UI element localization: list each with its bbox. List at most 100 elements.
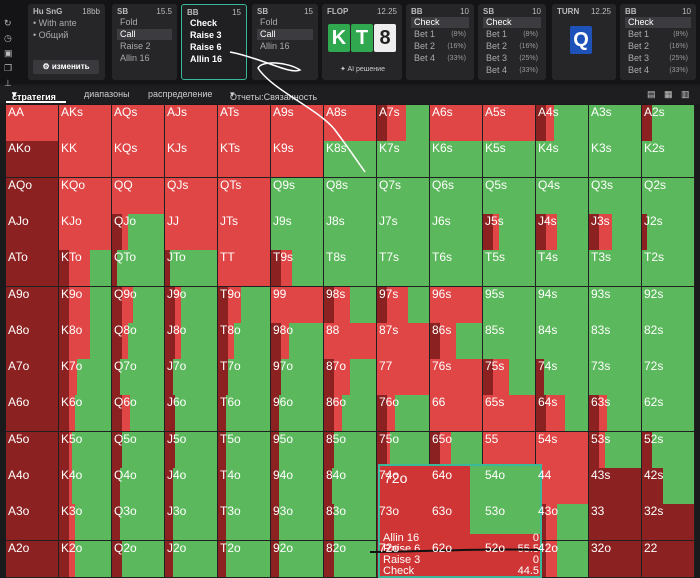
hand-cell[interactable]: KJo — [59, 213, 112, 251]
action-item[interactable]: Bet 4 (33%) — [486, 65, 538, 75]
turn-panel[interactable]: TURN 12.25 Q — [552, 4, 616, 80]
hand-cell[interactable]: K3o — [59, 504, 112, 542]
hand-cell[interactable]: 96s — [430, 286, 483, 324]
hand-cell[interactable]: Q5s — [483, 177, 536, 215]
hand-cell[interactable]: J9o — [165, 286, 218, 324]
hand-cell[interactable]: K9o — [59, 286, 112, 324]
action-panel-sb[interactable]: SB 15.5 Fold Call Raise 2 Allin 16 — [112, 4, 177, 80]
hand-cell[interactable]: JJ — [165, 213, 218, 251]
hand-cell[interactable]: T8o — [218, 322, 271, 360]
hand-cell[interactable]: 52s — [642, 431, 695, 469]
hand-cell[interactable]: 73s — [589, 359, 642, 397]
action-panel-bb[interactable]: BB 10 Check Bet 1 (8%) Bet 2 (16%) Bet 3 (25%) Be… — [620, 4, 696, 80]
hand-cell[interactable]: 74s — [536, 359, 589, 397]
action-item[interactable]: Bet 1 (8%) — [486, 29, 538, 39]
hand-cell[interactable]: A8s — [324, 105, 377, 142]
hand-cell[interactable]: K9s — [271, 141, 324, 179]
hand-cell[interactable]: Q7o — [112, 359, 165, 397]
action-panel-bb[interactable]: BB 10 Check Bet 1 (8%) Bet 2 (16%) Bet 4 (33%) — [406, 4, 474, 80]
hand-cell[interactable]: 93o — [271, 504, 324, 542]
hand-cell[interactable]: QJs — [165, 177, 218, 215]
hand-cell[interactable]: J2o — [165, 540, 218, 578]
hand-cell[interactable]: Q7s — [377, 177, 430, 215]
hand-cell[interactable]: K2s — [642, 141, 695, 179]
save-icon[interactable]: ▣ — [4, 48, 13, 58]
action-panel-bb[interactable]: BB 15 Check Raise 3 Raise 6 Allin 16 — [181, 4, 247, 80]
action-item[interactable]: Check — [411, 17, 469, 28]
action-item[interactable]: Bet 1 (8%) — [414, 29, 466, 39]
hand-cell[interactable]: Q8s — [324, 177, 377, 215]
hand-cell[interactable]: J3s — [589, 213, 642, 251]
hand-cell[interactable]: 63s — [589, 395, 642, 433]
hand-cell[interactable]: AKo — [6, 141, 59, 179]
hand-cell[interactable]: 77 — [377, 359, 430, 397]
hand-cell[interactable]: 62s — [642, 395, 695, 433]
hand-cell[interactable]: JTo — [165, 250, 218, 288]
hand-cell[interactable]: K3s — [589, 141, 642, 179]
hand-cell[interactable]: 32s — [642, 504, 695, 542]
hand-cell[interactable]: TT — [218, 250, 271, 288]
hand-cell[interactable]: 92o — [271, 540, 324, 578]
hand-cell[interactable]: J7s — [377, 213, 430, 251]
hand-cell[interactable]: K4s — [536, 141, 589, 179]
hand-cell[interactable]: 97s — [377, 286, 430, 324]
hand-cell[interactable]: 98s — [324, 286, 377, 324]
action-item[interactable]: Bet 3 (25%) — [486, 53, 538, 63]
hand-cell[interactable]: K8s — [324, 141, 377, 179]
hand-cell[interactable]: Q3o — [112, 504, 165, 542]
hand-cell[interactable]: 87o — [324, 359, 377, 397]
hand-cell[interactable]: Q6o — [112, 395, 165, 433]
hand-cell[interactable]: 85o — [324, 431, 377, 469]
action-item[interactable]: Check — [190, 18, 218, 28]
hand-cell[interactable]: K7o — [59, 359, 112, 397]
hand-cell[interactable]: Q4s — [536, 177, 589, 215]
action-item[interactable]: Bet 2 (16%) — [414, 41, 466, 51]
hand-cell[interactable]: T5o — [218, 431, 271, 469]
action-item[interactable]: Fold — [260, 17, 278, 27]
action-item[interactable]: Bet 1 (8%) — [628, 29, 688, 39]
hand-cell[interactable]: A6o — [6, 395, 59, 433]
hand-cell[interactable]: T7o — [218, 359, 271, 397]
hand-cell[interactable]: 84o — [324, 468, 377, 505]
hand-cell[interactable]: Q8o — [112, 322, 165, 360]
hand-cell[interactable]: A9o — [6, 286, 59, 324]
hand-cell[interactable]: A7o — [6, 359, 59, 397]
hand-cell[interactable]: T4s — [536, 250, 589, 288]
hand-cell[interactable]: KTs — [218, 141, 271, 179]
hand-cell[interactable]: A3s — [589, 105, 642, 142]
hand-cell[interactable]: 65s — [483, 395, 536, 433]
tab-strategy[interactable]: стратегия ▾ — [12, 89, 56, 102]
hand-cell[interactable]: J7o — [165, 359, 218, 397]
hand-cell[interactable]: 42o — [536, 540, 589, 578]
hand-cell[interactable]: A9s — [271, 105, 324, 142]
hand-cell[interactable]: T7s — [377, 250, 430, 288]
hand-cell[interactable]: AQo — [6, 177, 59, 215]
edit-button[interactable]: ⚙ изменить — [33, 60, 99, 74]
hand-cell[interactable]: 54s — [536, 431, 589, 469]
action-item[interactable]: Bet 4 (33%) — [628, 65, 688, 75]
hand-cell[interactable]: 43o — [536, 504, 589, 542]
action-item[interactable]: Fold — [120, 17, 138, 27]
hand-cell[interactable]: 44 — [536, 468, 589, 505]
hand-cell[interactable]: J4o — [165, 468, 218, 505]
hand-cell[interactable]: J6s — [430, 213, 483, 251]
hand-cell[interactable]: 22 — [642, 540, 695, 578]
hand-cell[interactable]: T8s — [324, 250, 377, 288]
hand-cell[interactable]: 98o — [271, 322, 324, 360]
hand-cell[interactable]: K5s — [483, 141, 536, 179]
hand-cell[interactable]: AA — [6, 105, 59, 142]
tab-distribution[interactable]: распределение — [148, 89, 213, 99]
hand-cell[interactable]: 86s — [430, 322, 483, 360]
action-item[interactable]: Allin 16 — [120, 53, 150, 63]
hand-cell[interactable]: 92s — [642, 286, 695, 324]
hand-cell[interactable]: 75o — [377, 431, 430, 469]
hand-cell[interactable]: 53s — [589, 431, 642, 469]
layout-icon-3[interactable]: ▥ — [681, 89, 690, 99]
hand-cell[interactable]: 87s — [377, 322, 430, 360]
tab-ranges[interactable]: диапазоны — [84, 89, 130, 99]
hand-cell[interactable]: QQ — [112, 177, 165, 215]
hand-cell[interactable]: J5s — [483, 213, 536, 251]
hand-cell[interactable]: 75s — [483, 359, 536, 397]
hand-cell[interactable]: 43s — [589, 468, 642, 505]
hand-cell[interactable]: 94s — [536, 286, 589, 324]
